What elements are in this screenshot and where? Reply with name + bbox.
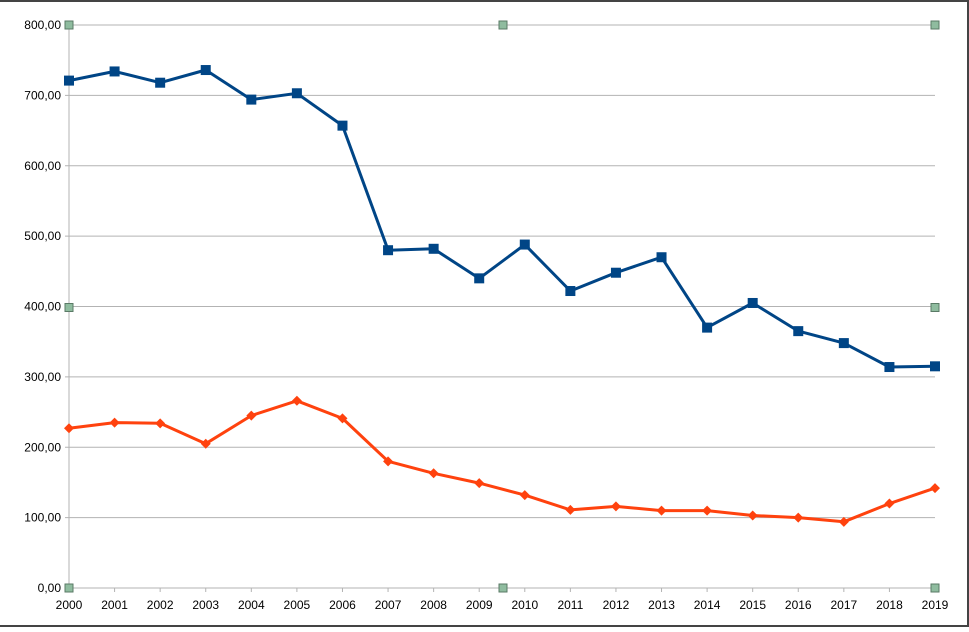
y-tick-label: 200,00 (24, 440, 61, 454)
series-1-point (291, 88, 302, 99)
x-tick-label: 2006 (329, 598, 356, 612)
x-tick-label: 2017 (830, 598, 857, 612)
series-1-line (68, 68, 936, 369)
series-1-point (519, 239, 530, 250)
selection-handle[interactable] (930, 303, 940, 312)
x-tick-label: 2004 (238, 598, 265, 612)
x-tick-label: 2014 (694, 598, 721, 612)
series-2-point (656, 505, 667, 516)
y-tick-label: 100,00 (24, 511, 61, 525)
series-2-point (337, 413, 348, 424)
series-2-point (246, 410, 257, 421)
x-tick-labels: 2000 2001 2002 2003 2004 2005 2006 2007 2008 2009… (56, 598, 949, 612)
series-1-point (428, 243, 439, 254)
selection-handle[interactable] (498, 583, 508, 593)
series-1-point (747, 297, 758, 308)
x-tick-label: 2013 (648, 598, 675, 612)
series-1-point (200, 65, 211, 76)
series-2-point (428, 468, 439, 479)
series-1-point (565, 286, 576, 297)
series-2-point (884, 498, 895, 509)
gridlines (69, 24, 935, 519)
series-1-point (155, 77, 166, 88)
x-tick-label: 2008 (420, 598, 447, 612)
series-2-line (68, 399, 936, 524)
series-2-point (155, 418, 166, 429)
x-tick-label: 2000 (56, 598, 83, 612)
series-1-point (64, 75, 74, 86)
y-tick-labels: 0,00 100,00 200,00 300,00 400,00 500,00 600,00… (24, 18, 61, 595)
x-tick-label: 2003 (192, 598, 219, 612)
y-tick-label: 400,00 (24, 300, 61, 314)
selection-handle[interactable] (498, 20, 508, 30)
series-2-point (747, 510, 758, 521)
series-2-point (200, 438, 211, 449)
series-1-point (610, 267, 621, 278)
series-1-point (838, 338, 849, 349)
y-tick-label: 300,00 (24, 370, 61, 384)
series-1-point (383, 245, 394, 256)
series-1-point (109, 66, 120, 77)
series-layer (64, 65, 940, 527)
selection-handle[interactable] (930, 20, 940, 30)
series-1-point (656, 252, 667, 263)
series-2-point (793, 512, 804, 523)
selection-handle[interactable] (930, 583, 940, 593)
x-tick-label: 2019 (922, 598, 949, 612)
x-tick-label: 2010 (511, 598, 538, 612)
series-2-point (109, 417, 120, 428)
y-tick-label: 600,00 (24, 159, 61, 173)
selection-handle[interactable] (64, 303, 74, 312)
series-2-point (565, 504, 576, 515)
series-1-point (702, 322, 713, 333)
selection-handle[interactable] (64, 20, 74, 30)
x-tick-label: 2012 (603, 598, 630, 612)
series-2-point (519, 490, 530, 501)
selection-handles[interactable] (64, 20, 940, 593)
series-2-point (474, 478, 485, 489)
series-2-point (610, 501, 621, 512)
series-2-point (64, 423, 74, 434)
x-tick-label: 2016 (785, 598, 812, 612)
series-2-point (702, 505, 713, 516)
series-2-point (291, 395, 302, 406)
series-1-point (793, 326, 804, 337)
series-1-point (884, 362, 895, 373)
y-tick-label: 500,00 (24, 229, 61, 243)
series-1-point (246, 94, 257, 105)
series-2-point (838, 516, 849, 527)
x-tick-label: 2007 (375, 598, 402, 612)
x-tick-label: 2001 (101, 598, 128, 612)
y-tick-label: 700,00 (24, 88, 61, 102)
x-tick-label: 2018 (876, 598, 903, 612)
x-tick-label: 2005 (284, 598, 311, 612)
series-2-point (930, 483, 940, 494)
series-1-point (337, 120, 348, 131)
x-tick-label: 2015 (739, 598, 766, 612)
y-tick-label: 0,00 (38, 581, 62, 595)
x-tick-label: 2002 (147, 598, 174, 612)
series-2-point (383, 456, 394, 467)
series-1-point (474, 273, 485, 284)
x-tick-label: 2011 (557, 598, 583, 612)
x-tick-label: 2009 (466, 598, 493, 612)
series-1-point (930, 361, 940, 372)
selection-handle[interactable] (64, 583, 74, 593)
y-tick-label: 800,00 (24, 18, 61, 32)
